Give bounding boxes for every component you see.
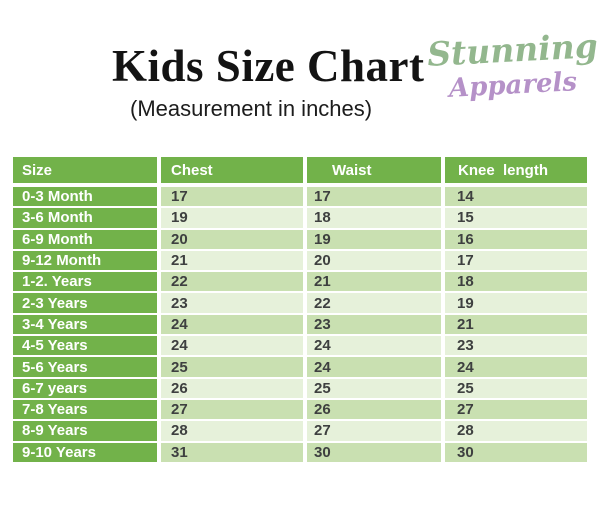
waist-value-cell: 25 xyxy=(307,378,441,398)
table-row: 1-2. Years 22 21 18 xyxy=(13,272,587,292)
waist-value-cell: 20 xyxy=(307,250,441,271)
chest-value-cell: 27 xyxy=(161,399,303,420)
table-row: 3-4 Years 24 23 21 xyxy=(13,314,587,335)
waist-value-cell: 21 xyxy=(307,272,441,292)
table-row: 5-6 Years 25 24 24 xyxy=(13,357,587,377)
chest-value-cell: 26 xyxy=(161,378,303,398)
size-label-cell: 6-7 years xyxy=(13,378,157,398)
column-header-knee-length: Knee length xyxy=(445,157,587,183)
knee-value-cell: 21 xyxy=(445,314,587,335)
size-label-cell: 1-2. Years xyxy=(13,272,157,292)
chest-value-cell: 23 xyxy=(161,293,303,313)
column-header-chest: Chest xyxy=(161,157,303,183)
chest-value-cell: 21 xyxy=(161,250,303,271)
size-label-cell: 9-12 Month xyxy=(13,250,157,271)
knee-value-cell: 23 xyxy=(445,336,587,356)
knee-value-cell: 25 xyxy=(445,378,587,398)
waist-value-cell: 24 xyxy=(307,357,441,377)
chest-value-cell: 24 xyxy=(161,314,303,335)
brand-logo: Stunning Apparels xyxy=(426,26,599,104)
waist-value-cell: 18 xyxy=(307,208,441,228)
size-label-cell: 3-4 Years xyxy=(13,314,157,335)
waist-value-cell: 30 xyxy=(307,442,441,462)
size-label-cell: 8-9 Years xyxy=(13,421,157,441)
table-row: 8-9 Years 28 27 28 xyxy=(13,421,587,441)
column-header-size: Size xyxy=(13,157,157,183)
size-label-cell: 2-3 Years xyxy=(13,293,157,313)
table-row: 9-12 Month 21 20 17 xyxy=(13,250,587,271)
brand-name-apparels: Apparels xyxy=(448,67,578,104)
table-row: 9-10 Years 31 30 30 xyxy=(13,442,587,462)
column-header-waist: Waist xyxy=(307,157,441,183)
waist-value-cell: 22 xyxy=(307,293,441,313)
chest-value-cell: 24 xyxy=(161,336,303,356)
size-label-cell: 3-6 Month xyxy=(13,208,157,228)
knee-value-cell: 28 xyxy=(445,421,587,441)
size-label-cell: 7-8 Years xyxy=(13,399,157,420)
table-row: 2-3 Years 23 22 19 xyxy=(13,293,587,313)
knee-value-cell: 27 xyxy=(445,399,587,420)
knee-value-cell: 17 xyxy=(445,250,587,271)
knee-value-cell: 16 xyxy=(445,229,587,249)
table-row: 4-5 Years 24 24 23 xyxy=(13,336,587,356)
size-chart-table: Size Chest Waist Knee length 0-3 Month 17… xyxy=(13,157,587,462)
waist-value-cell: 27 xyxy=(307,421,441,441)
table-row: 3-6 Month 19 18 15 xyxy=(13,208,587,228)
size-label-cell: 4-5 Years xyxy=(13,336,157,356)
knee-value-cell: 24 xyxy=(445,357,587,377)
table-header-row: Size Chest Waist Knee length xyxy=(13,157,587,183)
chest-value-cell: 28 xyxy=(161,421,303,441)
table-row: 0-3 Month 17 17 14 xyxy=(13,187,587,207)
knee-value-cell: 30 xyxy=(445,442,587,462)
brand-name-stunning: Stunning xyxy=(426,26,599,74)
page-title: Kids Size Chart xyxy=(112,41,425,91)
knee-value-cell: 14 xyxy=(445,187,587,207)
size-label-cell: 9-10 Years xyxy=(13,442,157,462)
table-row: 7-8 Years 27 26 27 xyxy=(13,399,587,420)
table-row: 6-7 years 26 25 25 xyxy=(13,378,587,398)
chest-value-cell: 19 xyxy=(161,208,303,228)
knee-value-cell: 19 xyxy=(445,293,587,313)
table-row: 6-9 Month 20 19 16 xyxy=(13,229,587,249)
chest-value-cell: 31 xyxy=(161,442,303,462)
knee-value-cell: 18 xyxy=(445,272,587,292)
waist-value-cell: 26 xyxy=(307,399,441,420)
waist-value-cell: 19 xyxy=(307,229,441,249)
page-subtitle: (Measurement in inches) xyxy=(130,96,373,121)
chest-value-cell: 25 xyxy=(161,357,303,377)
size-label-cell: 5-6 Years xyxy=(13,357,157,377)
knee-value-cell: 15 xyxy=(445,208,587,228)
waist-value-cell: 17 xyxy=(307,187,441,207)
chest-value-cell: 17 xyxy=(161,187,303,207)
waist-value-cell: 24 xyxy=(307,336,441,356)
chest-value-cell: 22 xyxy=(161,272,303,292)
size-label-cell: 6-9 Month xyxy=(13,229,157,249)
size-label-cell: 0-3 Month xyxy=(13,187,157,207)
chest-value-cell: 20 xyxy=(161,229,303,249)
waist-value-cell: 23 xyxy=(307,314,441,335)
